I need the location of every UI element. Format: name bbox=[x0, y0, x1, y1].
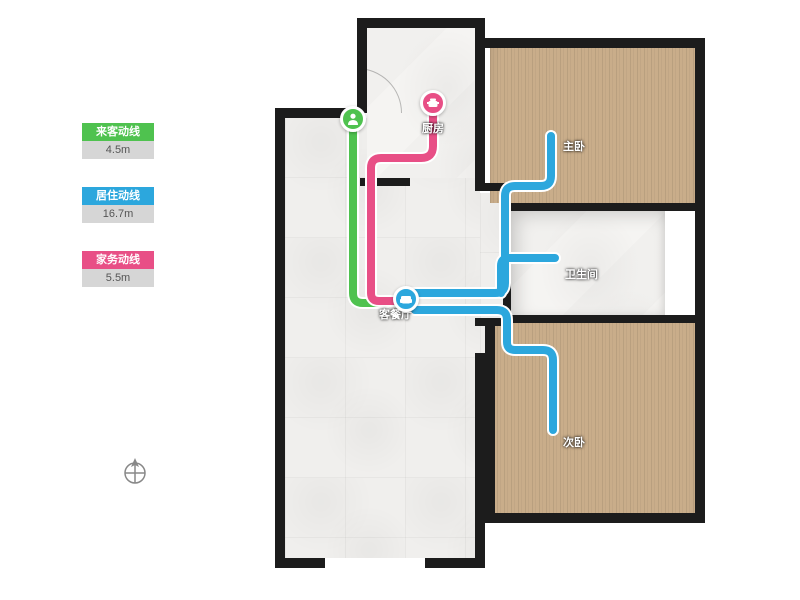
legend-label: 家务动线 bbox=[82, 251, 154, 269]
room-label-bathroom: 卫生间 bbox=[565, 266, 598, 282]
wall bbox=[357, 18, 367, 113]
wall bbox=[503, 203, 703, 211]
wall bbox=[503, 315, 703, 323]
wall bbox=[360, 178, 410, 186]
wall bbox=[357, 18, 485, 28]
wall bbox=[275, 558, 325, 568]
wall bbox=[475, 38, 705, 48]
wall bbox=[485, 513, 705, 523]
room-master-bed bbox=[490, 48, 700, 203]
node-living-icon bbox=[393, 286, 419, 312]
legend: 来客动线 4.5m 居住动线 16.7m 家务动线 5.5m bbox=[82, 123, 154, 315]
legend-label: 居住动线 bbox=[82, 187, 154, 205]
legend-label: 来客动线 bbox=[82, 123, 154, 141]
legend-distance: 4.5m bbox=[82, 141, 154, 159]
wall bbox=[485, 318, 495, 518]
room-label-second-bed: 次卧 bbox=[563, 434, 585, 450]
room-label-kitchen: 厨房 bbox=[422, 120, 444, 136]
compass-icon bbox=[120, 455, 150, 485]
legend-item-living: 居住动线 16.7m bbox=[82, 187, 154, 223]
node-entry-icon bbox=[340, 106, 366, 132]
wall bbox=[503, 203, 511, 323]
legend-distance: 16.7m bbox=[82, 205, 154, 223]
legend-distance: 5.5m bbox=[82, 269, 154, 287]
wall bbox=[475, 183, 510, 191]
legend-item-guest: 来客动线 4.5m bbox=[82, 123, 154, 159]
room-second-bed bbox=[490, 323, 700, 513]
wall bbox=[275, 108, 285, 563]
room-label-master-bed: 主卧 bbox=[563, 138, 585, 154]
wall bbox=[695, 38, 705, 518]
node-cook-icon bbox=[420, 90, 446, 116]
room-bathroom bbox=[510, 208, 665, 318]
floorplan: 厨房 客餐厅 卫生间 主卧 次卧 bbox=[275, 18, 715, 583]
wall bbox=[475, 353, 485, 563]
legend-item-house: 家务动线 5.5m bbox=[82, 251, 154, 287]
